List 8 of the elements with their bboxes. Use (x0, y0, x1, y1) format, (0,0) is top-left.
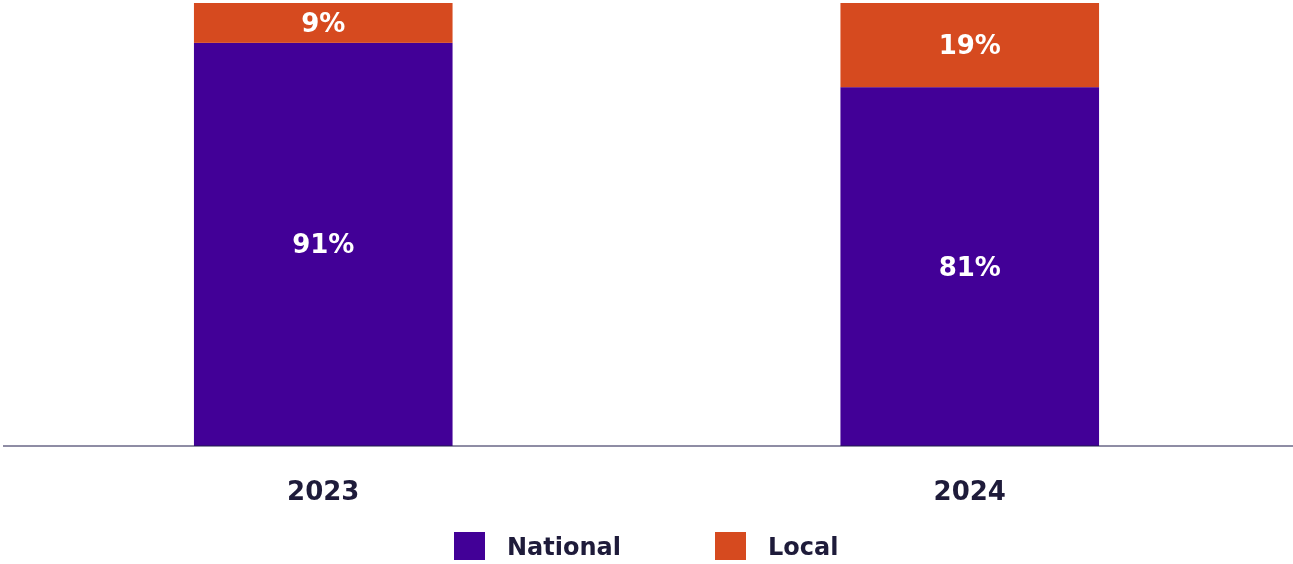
legend-label: Local (768, 533, 839, 561)
data-label: 81% (938, 251, 1001, 282)
x-tick-label: 2023 (287, 476, 360, 507)
x-tick-label: 2024 (933, 476, 1006, 507)
data-label: 91% (292, 229, 355, 260)
legend-label: National (507, 533, 621, 561)
data-label: 9% (301, 7, 346, 38)
data-label: 19% (938, 30, 1001, 61)
